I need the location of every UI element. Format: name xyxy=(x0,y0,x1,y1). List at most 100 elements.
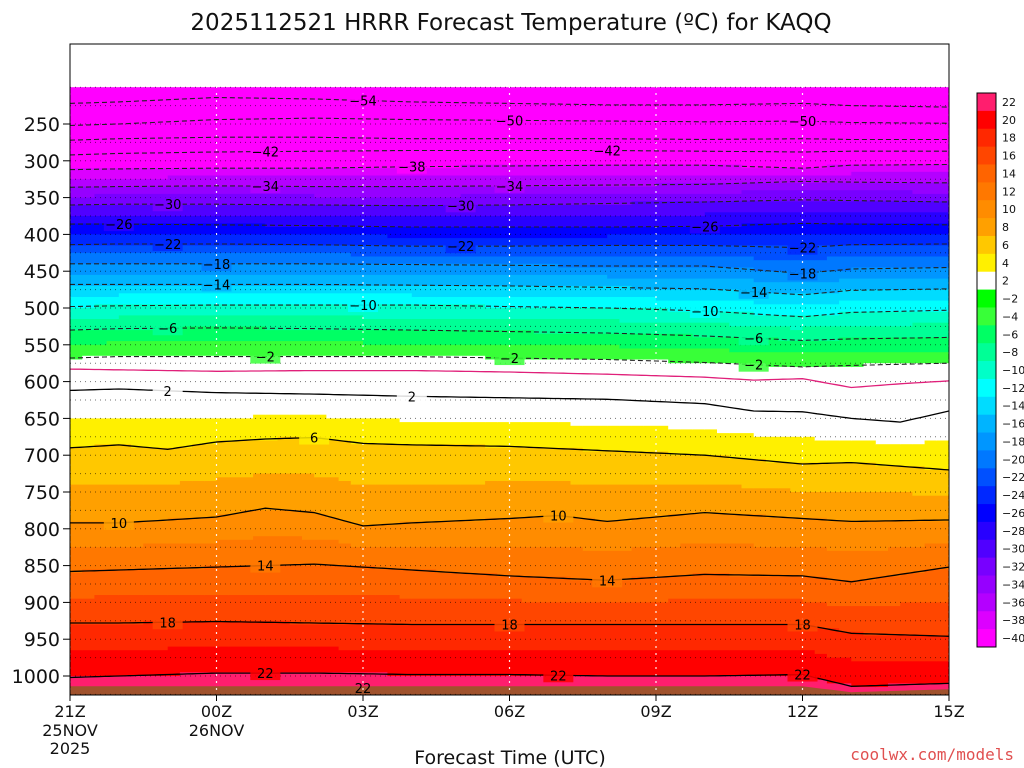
band-cell xyxy=(533,576,547,603)
band-cell xyxy=(826,234,840,246)
band-cell xyxy=(851,190,865,202)
band-cell xyxy=(265,414,279,442)
band-cell xyxy=(521,547,535,578)
band-cell xyxy=(155,650,169,677)
band-cell xyxy=(460,186,474,195)
band-cell xyxy=(387,595,401,625)
band-cell xyxy=(94,297,108,305)
band-cell xyxy=(802,293,816,305)
band-cell xyxy=(143,216,157,224)
band-cell xyxy=(900,182,913,191)
band-cell xyxy=(778,182,791,191)
band-cell xyxy=(778,341,791,353)
band-cell xyxy=(619,193,633,206)
band-cell xyxy=(912,322,926,338)
band-cell xyxy=(314,646,327,673)
band-cell xyxy=(924,289,938,302)
isotherm-label-bg xyxy=(738,357,769,372)
band-cell xyxy=(631,297,645,309)
band-cell xyxy=(155,330,169,342)
band-cell xyxy=(289,565,303,596)
band-cell xyxy=(936,569,949,603)
band-cell xyxy=(521,256,535,265)
colorbar-label: 14 xyxy=(1002,167,1016,180)
band-cell xyxy=(302,473,315,511)
band-cell xyxy=(509,205,523,217)
colorbar-label: −12 xyxy=(1002,382,1024,395)
band-cell xyxy=(472,216,486,228)
band-cell xyxy=(326,197,340,206)
band-cell xyxy=(521,650,535,677)
band-cell xyxy=(228,565,242,596)
band-cell xyxy=(521,175,535,188)
band-cell xyxy=(619,451,633,486)
band-cell xyxy=(509,547,523,578)
colorbar-swatch xyxy=(977,486,996,505)
band-cell xyxy=(94,223,108,235)
band-cell xyxy=(326,355,340,419)
band-cell xyxy=(179,293,193,305)
band-cell xyxy=(192,168,205,177)
band-cell xyxy=(424,274,437,287)
band-cell xyxy=(485,245,498,257)
band-cell xyxy=(582,238,596,247)
band-cell xyxy=(350,285,364,294)
band-cell xyxy=(277,304,291,316)
band-cell xyxy=(582,650,596,677)
band-cell xyxy=(558,87,572,166)
band-cell xyxy=(875,635,889,662)
band-cell xyxy=(729,484,743,515)
band-cell xyxy=(936,267,949,280)
band-cell xyxy=(741,245,755,257)
band-cell xyxy=(411,344,425,357)
isotherm-label-bg xyxy=(250,144,281,159)
band-cell xyxy=(436,175,450,188)
credit-link[interactable]: coolwx.com/models xyxy=(850,745,1014,764)
band-cell xyxy=(387,175,401,188)
band-cell xyxy=(289,193,303,206)
band-cell xyxy=(497,422,511,449)
band-cell xyxy=(485,164,498,177)
band-cell xyxy=(118,304,132,316)
band-cell xyxy=(888,363,901,445)
band-cell xyxy=(741,488,755,515)
band-cell xyxy=(448,297,462,305)
band-cell xyxy=(387,274,401,287)
band-cell xyxy=(277,536,291,567)
band-cell xyxy=(778,576,791,600)
colorbar-swatch xyxy=(977,110,996,130)
band-cell xyxy=(485,216,498,228)
band-cell xyxy=(436,227,450,239)
band-cell xyxy=(778,168,791,177)
band-cell xyxy=(179,274,193,287)
band-cell xyxy=(289,263,303,276)
band-cell xyxy=(607,205,620,217)
band-cell xyxy=(143,193,157,206)
band-cell xyxy=(509,359,523,423)
band-cell xyxy=(814,576,828,603)
band-cell xyxy=(82,263,95,276)
band-cell xyxy=(924,212,938,224)
band-cell xyxy=(411,216,425,228)
band-cell xyxy=(619,256,633,269)
band-cell xyxy=(680,175,694,184)
band-cell xyxy=(399,186,413,199)
band-cell xyxy=(216,595,230,622)
band-cell xyxy=(839,245,852,257)
band-cell xyxy=(497,227,511,239)
band-cell xyxy=(863,278,877,291)
isotherm-label-bg xyxy=(201,277,232,292)
isotherm-label: −6 xyxy=(744,332,763,347)
band-cell xyxy=(411,205,425,217)
band-cell xyxy=(814,223,828,235)
band-cell xyxy=(729,363,743,434)
band-cell xyxy=(631,278,645,291)
band-cell xyxy=(143,245,157,254)
band-cell xyxy=(497,319,511,331)
band-cell xyxy=(631,216,645,228)
band-cell xyxy=(643,322,657,335)
band-cell xyxy=(460,344,474,357)
colorbar-swatch xyxy=(977,343,996,362)
band-cell xyxy=(558,274,572,287)
band-cell xyxy=(680,333,694,350)
